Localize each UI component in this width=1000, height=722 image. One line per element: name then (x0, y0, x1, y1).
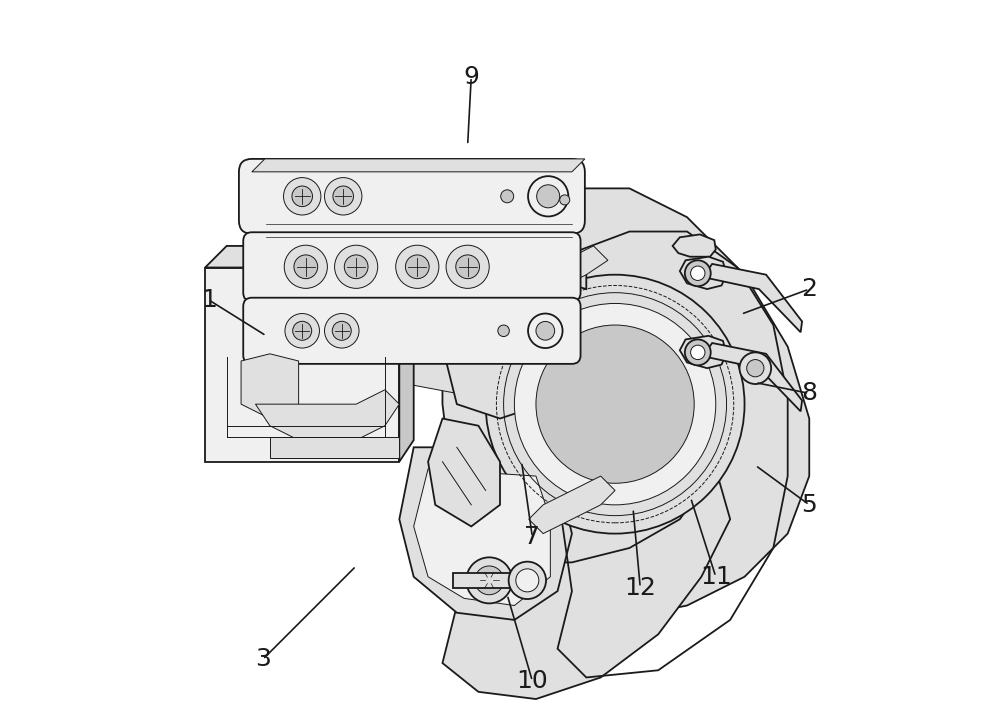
Circle shape (747, 360, 764, 377)
Circle shape (509, 562, 546, 599)
Polygon shape (709, 264, 802, 332)
Polygon shape (252, 159, 585, 172)
Circle shape (325, 178, 362, 215)
Polygon shape (205, 246, 414, 268)
FancyBboxPatch shape (239, 159, 585, 234)
Circle shape (691, 345, 705, 360)
Polygon shape (709, 343, 802, 412)
Text: 7: 7 (524, 525, 540, 549)
Circle shape (333, 186, 353, 206)
Circle shape (685, 261, 711, 286)
Polygon shape (680, 336, 727, 368)
Circle shape (325, 313, 359, 348)
Circle shape (284, 178, 321, 215)
Polygon shape (399, 232, 586, 289)
Circle shape (536, 325, 694, 483)
Circle shape (685, 339, 711, 365)
Polygon shape (205, 268, 399, 461)
Text: 10: 10 (516, 669, 548, 693)
Polygon shape (442, 469, 730, 699)
Circle shape (528, 313, 563, 348)
Polygon shape (428, 419, 500, 526)
Polygon shape (399, 448, 572, 620)
Circle shape (292, 186, 312, 206)
Polygon shape (453, 573, 529, 588)
Polygon shape (673, 235, 716, 257)
Circle shape (691, 266, 705, 280)
Circle shape (516, 569, 539, 592)
Polygon shape (399, 354, 543, 404)
Text: 5: 5 (801, 493, 817, 517)
Circle shape (537, 185, 560, 208)
Polygon shape (241, 354, 299, 419)
Circle shape (446, 245, 489, 288)
Text: 8: 8 (801, 381, 817, 405)
Circle shape (560, 195, 570, 205)
Circle shape (466, 557, 512, 604)
Circle shape (405, 255, 429, 279)
Circle shape (498, 325, 509, 336)
Circle shape (344, 255, 368, 279)
Text: 3: 3 (255, 648, 271, 671)
Polygon shape (514, 246, 608, 303)
Circle shape (293, 321, 312, 340)
FancyBboxPatch shape (243, 232, 581, 301)
Text: 9: 9 (463, 65, 479, 89)
Polygon shape (399, 246, 414, 461)
Polygon shape (414, 469, 550, 606)
Circle shape (486, 274, 745, 534)
Circle shape (536, 321, 555, 340)
Circle shape (501, 190, 514, 203)
Polygon shape (442, 303, 558, 419)
Circle shape (335, 245, 378, 288)
Circle shape (332, 321, 351, 340)
Text: 11: 11 (700, 565, 732, 588)
Text: 2: 2 (801, 277, 817, 301)
FancyBboxPatch shape (243, 297, 581, 364)
Circle shape (456, 255, 480, 279)
Polygon shape (529, 476, 615, 534)
Circle shape (528, 176, 568, 217)
Polygon shape (270, 437, 399, 458)
Circle shape (396, 245, 439, 288)
Text: 12: 12 (624, 575, 656, 599)
Circle shape (294, 255, 318, 279)
Circle shape (475, 566, 504, 595)
Polygon shape (442, 188, 809, 620)
Polygon shape (255, 390, 399, 440)
Circle shape (514, 303, 716, 505)
Text: 1: 1 (201, 288, 217, 312)
Polygon shape (680, 257, 727, 289)
Circle shape (285, 313, 319, 348)
Circle shape (284, 245, 327, 288)
Circle shape (740, 352, 771, 384)
